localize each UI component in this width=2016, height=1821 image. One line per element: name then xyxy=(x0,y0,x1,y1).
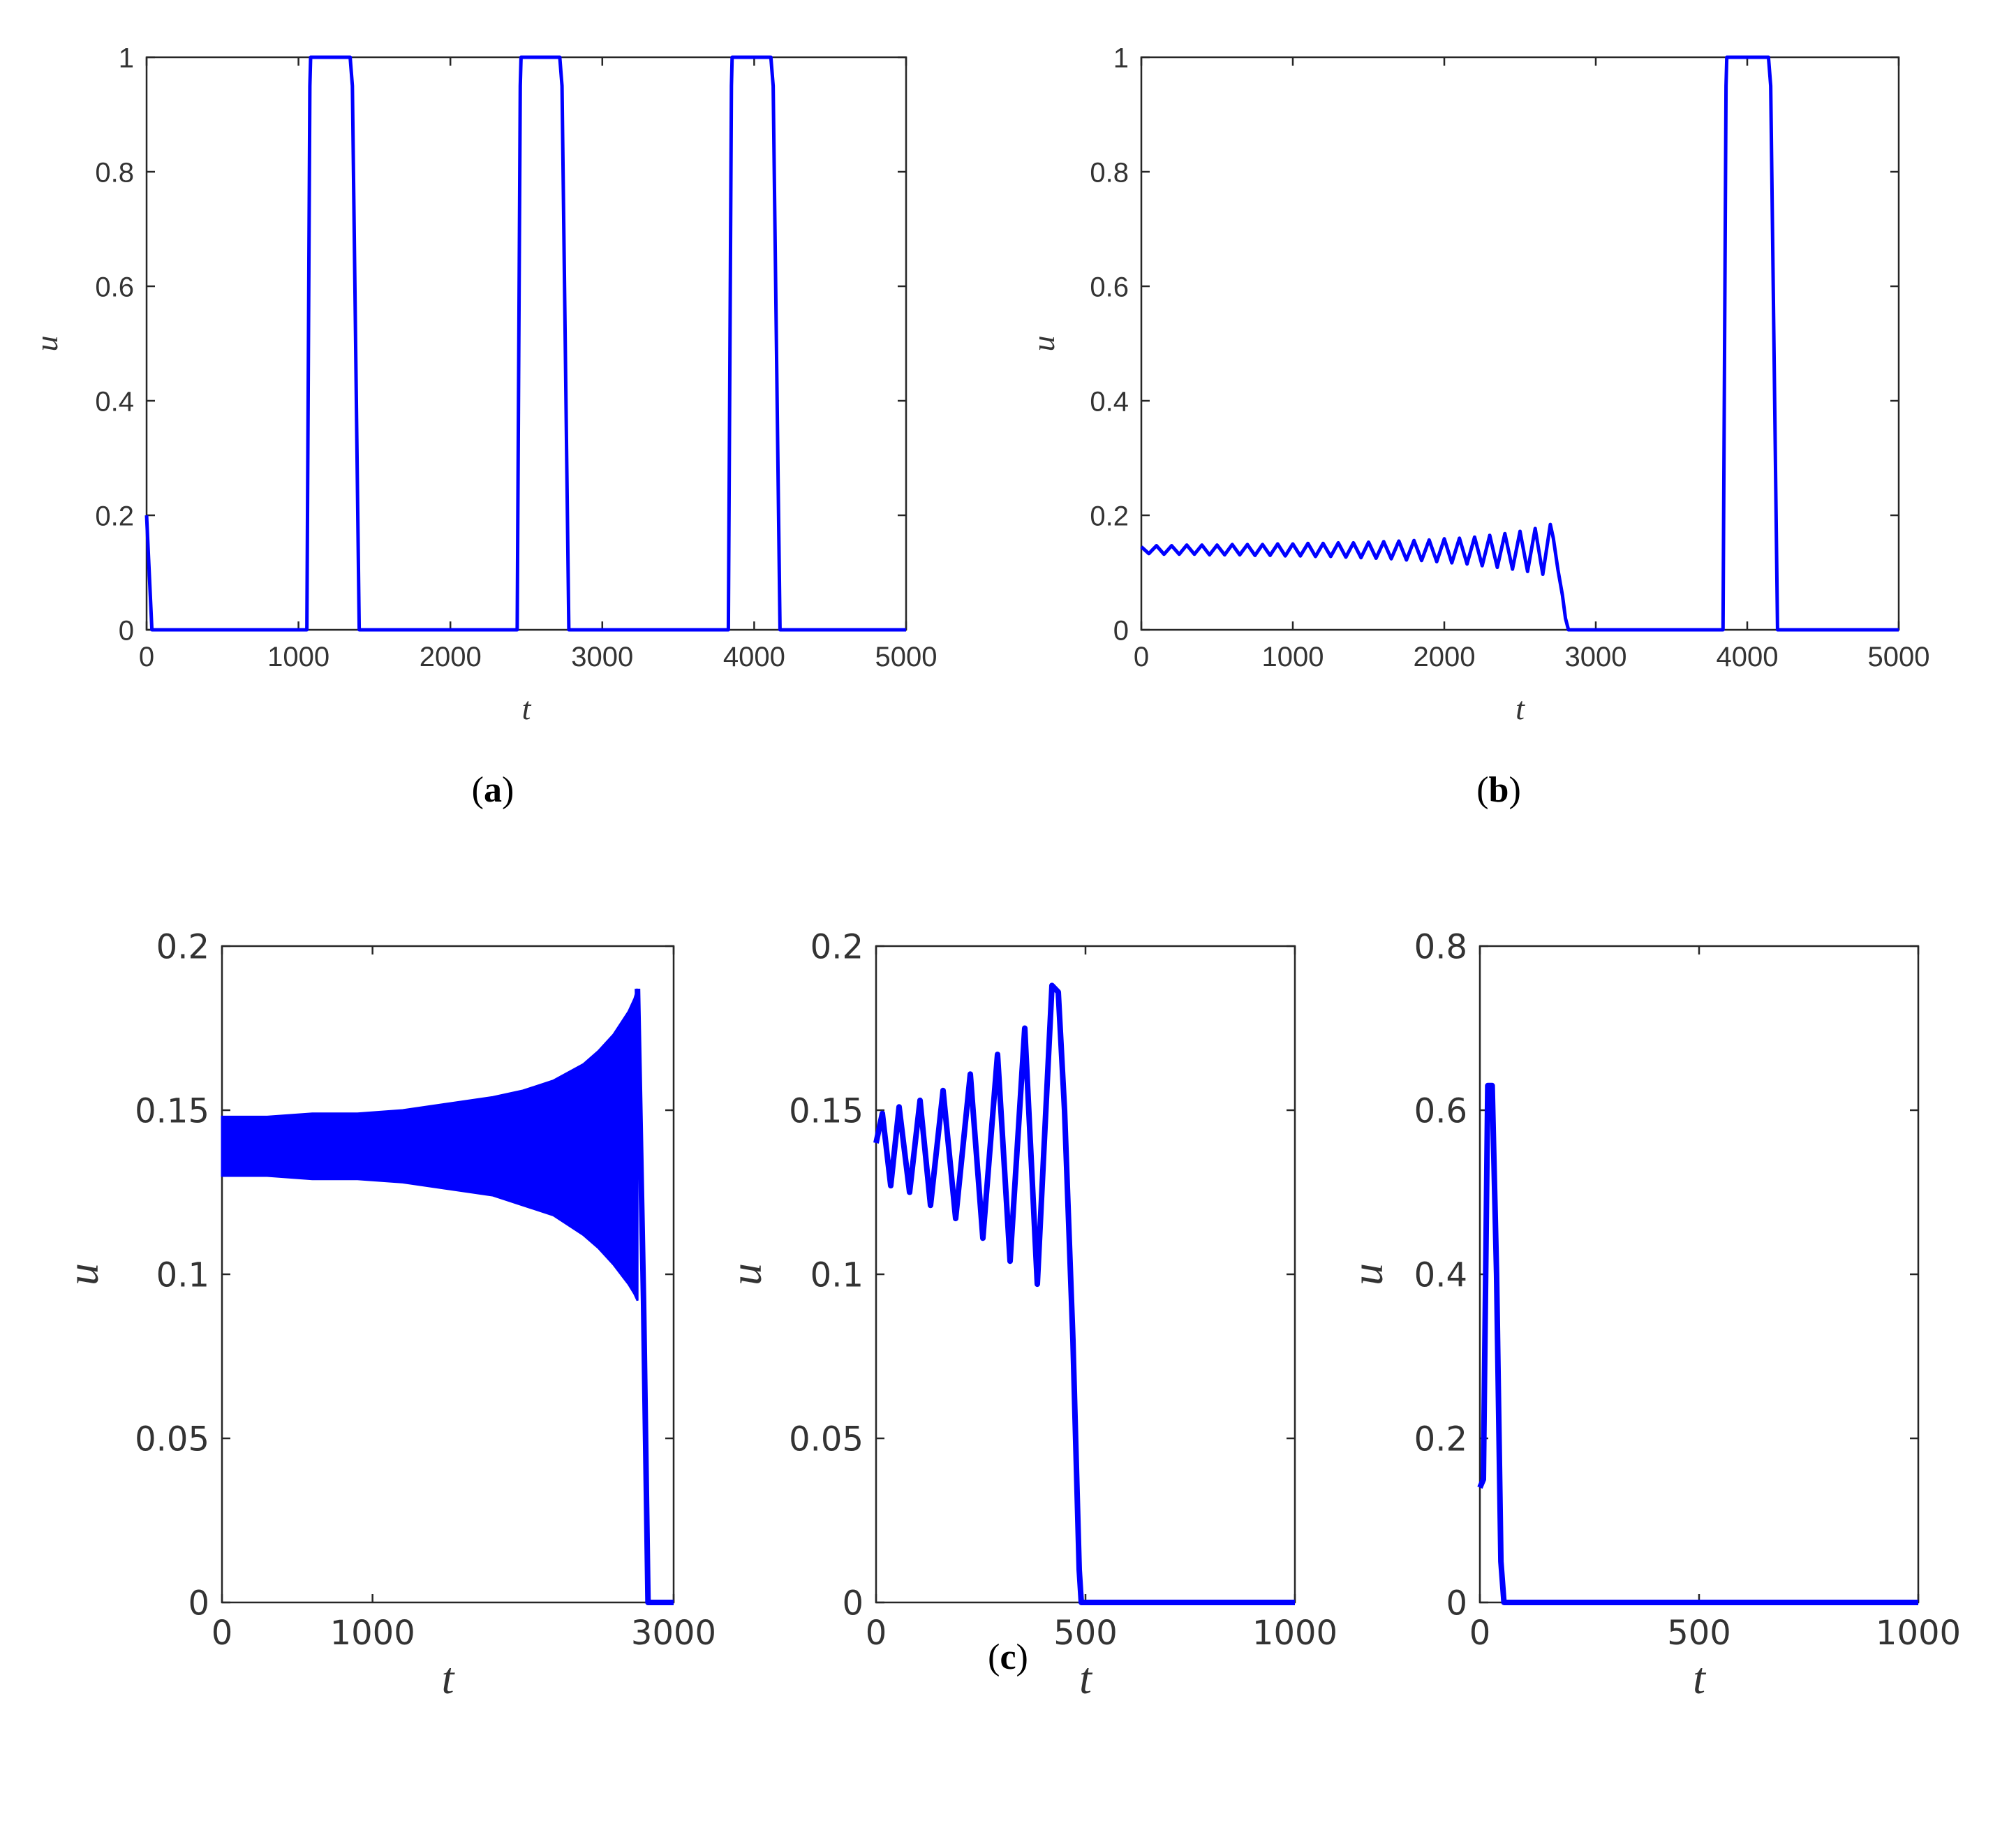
y-axis-label: u xyxy=(1025,336,1061,352)
caption-c: (c) xyxy=(988,1637,1028,1677)
panel-c3: 0 500 1000 0 0.2 0.4 0.6 0.8 t u xyxy=(1342,927,1961,1703)
y-tick-label: 0.15 xyxy=(789,1091,864,1130)
y-axis-label: u xyxy=(58,1263,108,1285)
series-line xyxy=(144,55,906,632)
oscillation-band xyxy=(221,988,639,1302)
x-tick-label: 5000 xyxy=(875,642,937,672)
y-tick-label: 0.8 xyxy=(1414,927,1467,966)
y-tick-label: 0.2 xyxy=(810,927,864,966)
caption-a: (a) xyxy=(472,770,514,810)
y-tick-label: 0.2 xyxy=(156,927,209,966)
x-tick-label: 1000 xyxy=(1252,1614,1337,1653)
series-line xyxy=(1477,1082,1918,1605)
y-tick-label: 0.6 xyxy=(1090,272,1129,302)
x-tick-label: 1000 xyxy=(267,642,329,672)
x-tick-label: 1000 xyxy=(1876,1614,1961,1653)
x-axis-label: t xyxy=(1515,691,1525,726)
x-axis-label: t xyxy=(1079,1653,1093,1703)
y-tick-label: 0 xyxy=(1446,1584,1467,1623)
x-tick-label: 0 xyxy=(139,642,154,672)
y-tick-label: 0.2 xyxy=(1090,501,1129,531)
x-tick-label: 1000 xyxy=(1262,642,1324,672)
y-tick-label: 0.4 xyxy=(1090,386,1129,417)
y-tick-label: 0 xyxy=(188,1584,209,1623)
y-tick-label: 0.4 xyxy=(1414,1255,1467,1295)
y-tick-label: 0.1 xyxy=(156,1255,209,1295)
y-axis-label: u xyxy=(721,1263,771,1285)
panel-c1: 0 1000 3000 0 0.05 0.1 0.15 0.2 t u xyxy=(58,927,716,1703)
panel-a: 0 1000 2000 3000 4000 5000 0 0.2 0.4 0.6 0.8 1 t u xyxy=(29,43,937,726)
y-tick-label: 1 xyxy=(119,43,134,73)
x-tick-label: 3000 xyxy=(1565,642,1627,672)
x-tick-label: 0 xyxy=(866,1614,887,1653)
x-tick-label: 3000 xyxy=(571,642,633,672)
x-tick-label: 3000 xyxy=(631,1614,716,1653)
x-tick-label: 2000 xyxy=(420,642,482,672)
y-tick-label: 0.8 xyxy=(95,157,134,188)
x-tick-label: 0 xyxy=(1134,642,1149,672)
y-tick-label: 0.2 xyxy=(1414,1420,1467,1459)
caption-b: (b) xyxy=(1476,770,1521,810)
series-line-tail xyxy=(635,989,674,1605)
x-tick-label: 4000 xyxy=(1717,642,1779,672)
y-tick-label: 0.2 xyxy=(95,501,134,531)
x-tick-label: 0 xyxy=(212,1614,233,1653)
y-tick-label: 0 xyxy=(842,1584,864,1623)
x-tick-label: 1000 xyxy=(330,1614,415,1653)
y-tick-label: 0.05 xyxy=(135,1420,209,1459)
x-axis-label: t xyxy=(522,691,532,726)
series-line xyxy=(1140,55,1899,632)
y-tick-label: 0.05 xyxy=(789,1420,864,1459)
y-tick-label: 0.1 xyxy=(810,1255,864,1295)
y-axis-label: u xyxy=(29,336,64,352)
y-tick-label: 0.6 xyxy=(1414,1091,1467,1130)
x-tick-label: 5000 xyxy=(1868,642,1930,672)
x-tick-label: 500 xyxy=(1667,1614,1731,1653)
axes-box xyxy=(1140,56,1900,631)
y-tick-label: 0 xyxy=(1113,615,1129,646)
series-line xyxy=(873,982,1295,1605)
axes-box xyxy=(1478,945,1920,1604)
x-tick-label: 0 xyxy=(1469,1614,1491,1653)
y-axis-label: u xyxy=(1342,1263,1392,1285)
x-axis-label: t xyxy=(1693,1653,1707,1703)
x-tick-label: 2000 xyxy=(1414,642,1476,672)
y-tick-label: 0.15 xyxy=(135,1091,209,1130)
y-tick-label: 0.6 xyxy=(95,272,134,302)
panel-b: 0 1000 2000 3000 4000 5000 0 0.2 0.4 0.6 0.8 1 t u xyxy=(1025,43,1929,726)
axes-box xyxy=(145,56,907,631)
y-tick-label: 0 xyxy=(119,615,134,646)
y-tick-label: 0.4 xyxy=(95,386,134,417)
axes-box xyxy=(875,945,1296,1604)
y-tick-label: 0.8 xyxy=(1090,157,1129,188)
x-axis-label: t xyxy=(442,1653,456,1703)
y-tick-label: 1 xyxy=(1113,43,1129,73)
x-tick-label: 500 xyxy=(1053,1614,1118,1653)
x-tick-label: 4000 xyxy=(723,642,785,672)
panel-c2: 0 500 1000 0 0.05 0.1 0.15 0.2 t u xyxy=(721,927,1337,1703)
